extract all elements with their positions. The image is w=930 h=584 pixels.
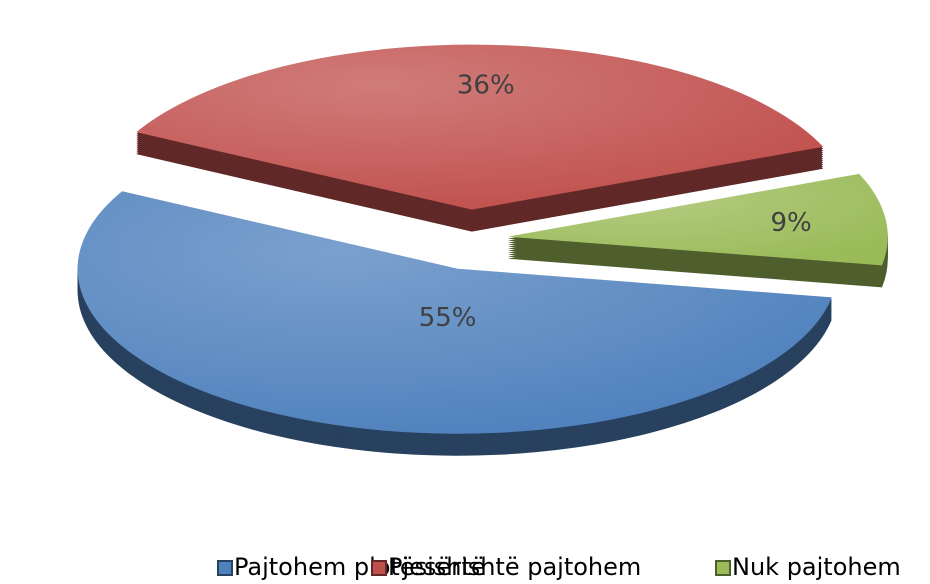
slice [136, 44, 824, 232]
slice-shine [136, 44, 824, 210]
value-label: 9% [770, 208, 811, 238]
legend-label: Pjesërishtë pajtohem [388, 553, 641, 581]
legend-label: Pajtohem plotësishtë [234, 553, 486, 581]
value-label: 36% [457, 71, 515, 101]
slice-shine [77, 191, 832, 434]
slice [77, 191, 832, 456]
legend-marker [715, 560, 731, 576]
value-label: 55% [419, 303, 477, 333]
legend-marker [217, 560, 233, 576]
slice-shine [507, 173, 888, 266]
legend-label: Nuk pajtohem [732, 553, 901, 581]
legend-marker [371, 560, 387, 576]
slice [507, 173, 888, 288]
